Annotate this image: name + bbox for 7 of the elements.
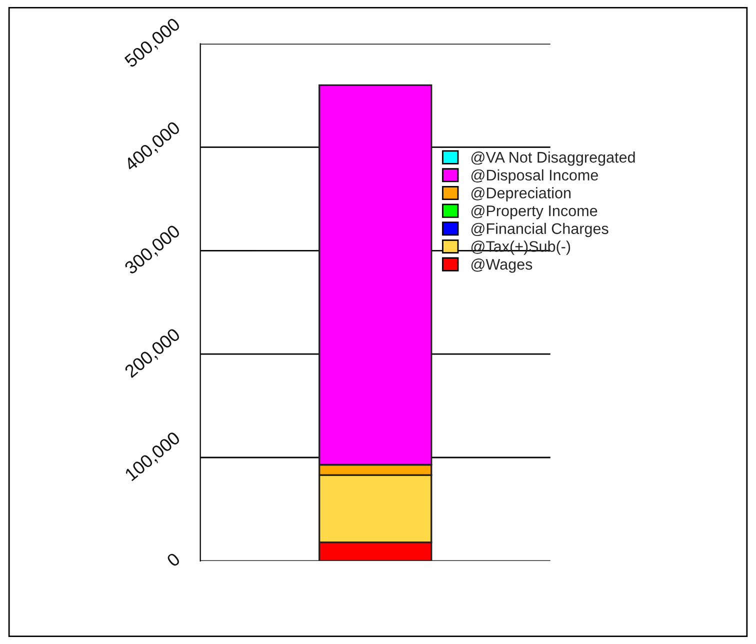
legend-label: @Property Income (471, 205, 598, 220)
legend-label: @Depreciation (471, 187, 571, 202)
legend-label: @Disposal Income (471, 169, 598, 184)
y-tick-label: 0 (166, 552, 181, 568)
legend-label: @Financial Charges (471, 222, 608, 238)
legend-label: @Wages (471, 258, 532, 273)
legend-label: @VA Not Disaggregated (471, 152, 635, 166)
